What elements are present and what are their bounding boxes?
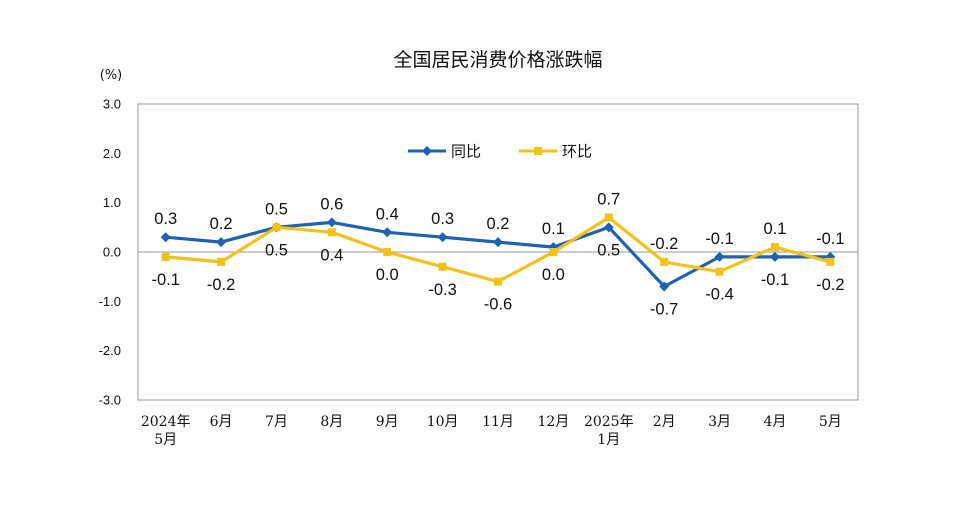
data-point-marker — [272, 223, 281, 232]
y-tick-label: -3.0 — [99, 393, 121, 408]
x-tick-label: 6月 — [210, 414, 233, 430]
data-label-mom: 0.1 — [763, 220, 786, 238]
data-label-mom: -0.3 — [428, 281, 456, 299]
data-point-marker — [494, 277, 502, 286]
x-axis: 2024年 5月 6月 7月 8月 9月 10月 11月 12月 2025年 1月 2月 3月 4月 5月 — [138, 251, 858, 448]
x-tick-label: 2024年 — [141, 414, 191, 430]
data-point-marker — [327, 228, 336, 237]
legend: 同比 环比 — [408, 143, 592, 161]
legend-marker-square — [534, 147, 542, 155]
data-point-marker — [659, 281, 670, 292]
data-label-yoy: 0.4 — [376, 205, 399, 223]
legend-label: 同比 — [451, 143, 481, 161]
data-label-yoy: 0.6 — [320, 195, 343, 213]
data-point-marker — [604, 213, 613, 222]
data-point-marker — [383, 248, 392, 256]
data-point-marker — [382, 227, 393, 238]
y-axis: 3.0 2.0 1.0 0.0 -1.0 -2.0 -3.0 — [99, 97, 121, 408]
data-point-marker — [161, 252, 170, 261]
x-tick-label: 2025年 — [584, 414, 634, 430]
x-tick-label: 5月 — [819, 414, 842, 430]
data-point-marker — [160, 232, 171, 243]
data-point-marker — [493, 237, 503, 248]
data-label-yoy: 0.1 — [542, 220, 565, 238]
x-tick-label: 9月 — [376, 414, 399, 430]
data-label-mom: -0.6 — [484, 296, 512, 314]
x-tick-label: 4月 — [763, 414, 786, 430]
data-point-marker — [216, 237, 227, 248]
data-point-marker — [769, 251, 780, 262]
data-point-marker — [603, 222, 614, 233]
y-tick-label: 2.0 — [103, 146, 121, 161]
data-label-mom: -0.2 — [650, 235, 678, 253]
chart-title: 全国居民消费价格涨跌幅 — [393, 49, 602, 71]
data-label-yoy: 0.2 — [210, 215, 233, 233]
data-label-mom: -0.1 — [151, 271, 179, 289]
x-tick-label: 1月 — [597, 432, 620, 448]
y-tick-label: -2.0 — [99, 343, 121, 358]
data-label-mom: 0.0 — [542, 266, 565, 284]
legend-marker-diamond — [422, 146, 432, 156]
y-tick-label: -1.0 — [99, 294, 121, 309]
data-point-marker — [714, 251, 725, 262]
data-point-marker — [715, 267, 724, 276]
data-label-mom: 0.4 — [320, 246, 343, 264]
data-label-mom: 0.7 — [597, 190, 620, 208]
data-label-mom: -0.4 — [705, 286, 733, 304]
series-layer — [160, 213, 836, 292]
data-point-marker — [660, 257, 669, 266]
data-point-marker — [826, 257, 835, 266]
y-axis-unit: (%) — [100, 68, 123, 83]
data-label-yoy: 0.3 — [431, 210, 454, 228]
data-label-yoy: 0.5 — [597, 241, 620, 259]
data-label-yoy: 0.5 — [265, 200, 288, 218]
data-label-yoy: 0.2 — [487, 215, 510, 233]
data-label-mom: 0.5 — [265, 241, 288, 259]
x-tick-label: 2月 — [653, 414, 676, 430]
data-point-marker — [549, 248, 558, 256]
y-tick-label: 0.0 — [103, 245, 121, 260]
data-point-marker — [326, 217, 337, 228]
data-point-marker — [437, 232, 448, 243]
x-tick-label: 10月 — [427, 414, 459, 430]
x-tick-label: 3月 — [708, 414, 731, 430]
data-point-marker — [438, 262, 447, 271]
x-tick-label: 7月 — [265, 414, 288, 430]
data-label-yoy: -0.1 — [761, 271, 789, 289]
data-label-mom: -0.2 — [207, 276, 235, 294]
y-tick-label: 3.0 — [103, 97, 121, 112]
x-tick-label: 8月 — [320, 414, 343, 430]
data-label-yoy: -0.1 — [816, 230, 844, 248]
legend-label: 环比 — [562, 143, 592, 161]
data-point-marker — [217, 257, 226, 266]
x-tick-label: 11月 — [482, 414, 514, 430]
x-tick-label: 5月 — [154, 432, 177, 448]
data-point-marker — [770, 243, 779, 252]
data-label-yoy: -0.1 — [705, 230, 733, 248]
data-label-mom: -0.2 — [816, 276, 844, 294]
y-tick-label: 1.0 — [103, 195, 121, 210]
data-label-yoy: -0.7 — [650, 301, 678, 319]
data-labels: 0.3 -0.1 0.2 -0.2 0.5 0.5 0.6 0.4 0.4 0.0 0.3 -0.3 0… — [151, 190, 844, 318]
data-label-yoy: 0.3 — [154, 210, 177, 228]
data-label-mom: 0.0 — [376, 266, 399, 284]
x-tick-label: 12月 — [537, 414, 569, 430]
